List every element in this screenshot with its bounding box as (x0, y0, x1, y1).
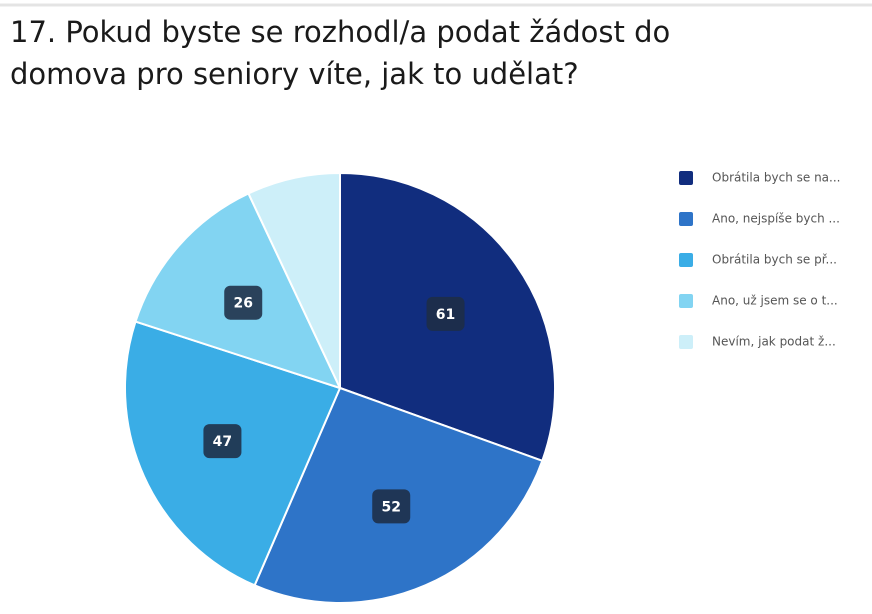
legend-swatch (679, 294, 693, 308)
title-line: 17. Pokud byste se rozhodl/a podat žádos… (10, 15, 670, 49)
legend-label: Nevím, jak podat ž... (712, 335, 836, 349)
value-label: 26 (233, 296, 252, 312)
value-label: 61 (436, 307, 455, 323)
legend-swatch (679, 253, 693, 267)
value-label: 47 (213, 434, 232, 450)
value-label-box (426, 296, 465, 331)
legend-swatch (679, 212, 693, 226)
value-label: 52 (381, 499, 400, 515)
legend-swatch (679, 171, 693, 185)
legend-label: Ano, už jsem se o t... (712, 294, 838, 308)
legend-label: Obrátila bych se na... (712, 171, 840, 185)
value-label-box (372, 489, 411, 524)
value-label-box (203, 424, 242, 459)
chart-title: 17. Pokud byste se rozhodl/a podat žádos… (10, 15, 679, 91)
legend-swatch (679, 335, 693, 349)
legend-label: Obrátila bych se př... (712, 253, 837, 267)
legend-label: Ano, nejspíše bych ... (712, 212, 840, 226)
pie-slice (247, 171, 341, 389)
title-line: domova pro seniory víte, jak to udělat? (10, 57, 579, 91)
value-label-box (224, 285, 263, 320)
